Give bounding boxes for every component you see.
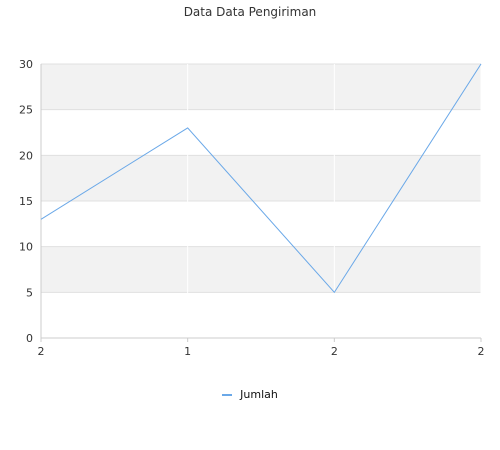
chart-title: Data Data Pengiriman [183,5,317,19]
grid-band [41,246,481,293]
legend-swatch-jumlah [222,393,233,396]
y-tick-label: 30 [19,58,33,71]
x-tick-label: 1 [184,345,191,358]
y-tick-label: 20 [19,149,33,162]
y-tick-label: 5 [26,286,33,299]
legend-label-jumlah: Jumlah [240,388,278,401]
y-tick-label: 15 [19,195,33,208]
y-tick-label: 25 [19,104,33,117]
y-tick-label: 0 [26,332,33,345]
x-tick-label: 2 [478,345,485,358]
series-line-jumlah [40,63,482,294]
x-tick-label: 2 [331,345,338,358]
x-tick-label: 2 [38,345,45,358]
chart-legend[interactable]: Jumlah [0,388,500,401]
y-tick-label: 10 [19,241,33,254]
grid-band [41,64,481,110]
